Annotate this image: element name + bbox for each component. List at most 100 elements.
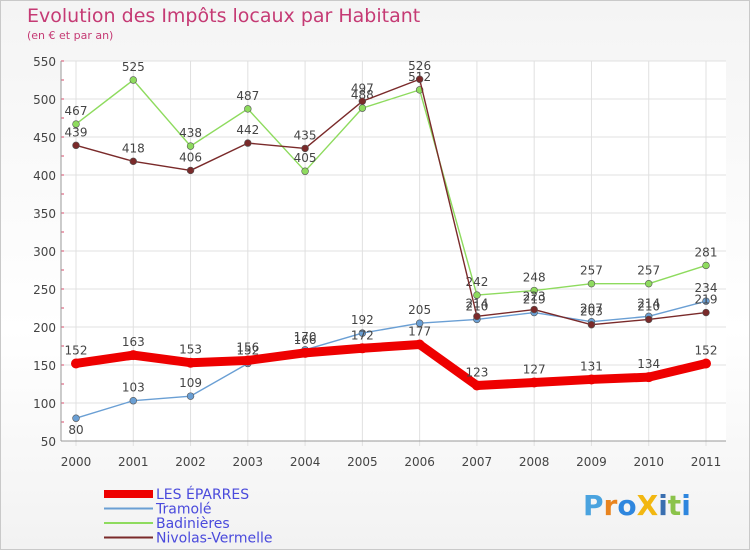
data-label: 438 [179,126,202,140]
x-tick-label: 2006 [404,455,435,469]
data-point [129,76,137,84]
logo-letter: r [603,489,618,522]
data-label: 210 [465,299,488,313]
logo-letter: X [636,489,659,522]
data-point [72,414,80,422]
data-point [643,372,654,383]
legend-label: Badinières [156,516,230,532]
data-point [186,392,195,400]
data-label: 207 [580,302,603,316]
data-point [128,350,139,361]
data-point [473,312,481,321]
data-label: 234 [695,281,718,295]
data-point [71,358,81,369]
data-label: 163 [122,335,145,349]
y-tick-label: 250 [33,283,56,297]
data-label: 497 [351,81,374,95]
data-point [645,315,653,324]
legend-label: Tramolé [155,502,212,518]
data-label: 156 [236,340,259,354]
data-point [72,141,80,150]
x-tick-label: 2011 [691,455,722,469]
data-label: 131 [580,359,603,373]
data-label: 214 [465,296,488,310]
data-label: 177 [408,324,431,338]
y-tick-label: 400 [33,169,56,183]
y-tick-label: 300 [33,245,56,259]
y-tick-label: 200 [33,321,56,335]
data-label: 257 [580,264,603,278]
data-point [587,321,596,329]
data-label: 192 [351,313,374,327]
data-label: 219 [695,293,718,307]
data-point [244,139,252,147]
data-point [186,142,195,150]
data-point [473,291,481,299]
data-point [300,347,311,358]
y-tick-label: 150 [33,359,56,373]
data-point [701,358,711,369]
x-tick-label: 2000 [61,455,92,469]
data-label: 127 [523,362,546,376]
x-tick-label: 2002 [175,455,206,469]
x-tick-label: 2005 [347,455,378,469]
series-line-3 [75,78,707,326]
y-tick-label: 500 [33,93,56,107]
data-label: 214 [637,296,660,310]
logo-letter: i [681,489,691,522]
logo-letter: P [583,489,604,522]
data-point [244,105,252,113]
x-tick-label: 2004 [290,455,321,469]
series-line-2 [75,79,707,296]
data-label: 170 [294,330,317,344]
data-point [471,380,482,391]
logo-letter: o [617,489,637,522]
data-point [415,75,424,83]
data-point [530,305,538,314]
y-tick-label: 100 [33,397,56,411]
data-point [358,329,367,337]
chart-subtitle: (en € et par an) [27,29,114,42]
data-point [301,144,309,153]
data-label: 405 [294,151,317,165]
data-point [129,157,137,166]
data-point [186,166,195,175]
data-label: 219 [523,293,546,307]
data-point [587,279,596,288]
data-label: 134 [637,357,660,371]
legend-label: Nivolas-Vermelle [156,531,272,547]
data-label: 203 [580,305,603,319]
data-point [72,120,80,128]
logo-letter: t [667,489,682,522]
data-label: 525 [122,60,145,74]
data-point [414,339,425,350]
data-label: 80 [68,423,83,437]
data-label: 487 [236,89,259,103]
data-label: 406 [179,150,202,164]
data-label: 152 [695,343,718,357]
data-point [702,261,710,270]
x-tick-label: 2009 [576,455,607,469]
x-tick-label: 2010 [633,455,664,469]
data-label: 123 [465,366,488,380]
data-label: 439 [65,125,88,139]
data-point [358,104,367,112]
data-label: 172 [351,328,374,342]
x-tick-label: 2003 [233,455,264,469]
data-point [586,374,597,385]
data-label: 467 [65,104,88,118]
data-point [702,297,710,305]
data-label: 152 [65,343,88,357]
data-label: 442 [236,123,259,137]
data-label: 109 [179,376,202,390]
data-label: 205 [408,303,431,317]
legend-label: LES ÉPARRES [156,486,249,503]
data-label: 257 [637,264,660,278]
data-label: 435 [294,128,317,142]
data-label: 281 [695,245,718,259]
data-point [185,357,196,368]
x-tick-label: 2007 [462,455,493,469]
data-point [702,308,710,317]
data-label: 242 [465,275,488,289]
data-label: 152 [236,343,259,357]
